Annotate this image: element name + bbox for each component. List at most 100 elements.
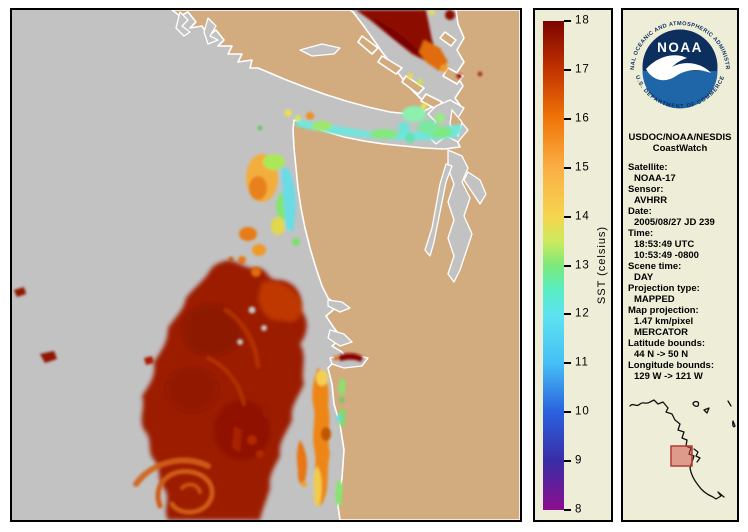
colorbar-tick	[564, 166, 571, 169]
sst-mint-patch	[402, 106, 426, 122]
sst-dark-mottle	[166, 368, 218, 412]
metadata-value: 129 W -> 121 W	[634, 371, 703, 382]
minimap-island	[703, 407, 710, 414]
sst-cyan-sliver	[281, 168, 296, 232]
land-gulf-islands	[439, 31, 457, 47]
minimap-island	[692, 400, 700, 407]
sst-speck	[456, 73, 462, 79]
sst-coastal-strip	[312, 353, 363, 507]
sst-coast-green	[335, 480, 343, 507]
sst-cyan-patch	[398, 122, 410, 134]
sst-offshore-warm-mass	[133, 260, 307, 520]
minimap-coastline	[629, 399, 725, 500]
minimap-scene-extent-box	[670, 445, 693, 467]
island-inlet	[299, 43, 341, 57]
colorbar-tick-label: 13	[575, 258, 590, 271]
metadata-label: Map projection:	[628, 305, 699, 316]
metadata-value: MERCATOR	[634, 327, 689, 338]
metadata-value: 18:53:49 UTC	[634, 239, 695, 250]
metadata-label: Time:	[628, 228, 654, 239]
colorbar-tick	[564, 215, 571, 218]
colorbar-tick	[564, 20, 571, 22]
land-masses	[171, 10, 520, 520]
sst-speck	[429, 10, 435, 15]
sst-georgia-core	[372, 16, 426, 58]
sst-speck	[301, 481, 307, 487]
metadata-label: Scene time:	[628, 261, 682, 272]
island-fjord	[203, 17, 219, 45]
puget-east-arm	[463, 171, 487, 205]
sst-strip-yellow	[316, 370, 328, 386]
sst-speck	[258, 126, 262, 130]
sst-speck	[306, 112, 314, 120]
grays-harbor	[327, 299, 351, 313]
metadata-label: Longitude bounds:	[628, 360, 715, 371]
colorbar-tick-label: 12	[575, 307, 590, 320]
colorbar-tick-label: 14	[575, 209, 590, 222]
colorbar-tick-label: 16	[575, 112, 590, 125]
colorbar-tick-label: 10	[575, 405, 590, 418]
sst-orange-blob	[252, 244, 266, 256]
colorbar-axis-label: SST (celsius)	[596, 225, 608, 305]
metadata-value: AVHRR	[634, 195, 668, 206]
colorbar-tick-label: 9	[575, 454, 583, 467]
land-gulf-islands	[442, 67, 464, 85]
metadata-value: DAY	[634, 272, 654, 283]
colorbar-panel: 18 17 16 15 14 13 12 11 10 9 8 SST (celsius)	[533, 8, 613, 522]
sst-speck	[407, 73, 413, 79]
colorbar-tick-label: 8	[575, 503, 583, 516]
sst-data-layer	[228, 10, 482, 264]
minimap-island	[732, 420, 736, 428]
cloud-hole	[261, 325, 267, 331]
colorbar-tick	[564, 68, 571, 71]
sst-speck	[247, 435, 257, 445]
sst-dark-mottle	[182, 304, 242, 356]
sst-strip-yellow	[313, 466, 322, 507]
sst-green-patch	[263, 154, 285, 170]
willapa-bay	[327, 329, 353, 347]
cloud-hole	[248, 306, 256, 314]
colorbar-tick	[564, 362, 571, 365]
sst-green-patch	[435, 113, 445, 123]
sst-orange-blob	[239, 227, 257, 241]
island-fjord	[175, 11, 191, 37]
colorbar-tick-label: 15	[575, 161, 590, 174]
scene-metadata: USDOC/NOAA/NESDIS CoastWatch Satellite: N…	[623, 132, 737, 382]
metadata-value: 1.47 km/pixel	[634, 316, 694, 327]
sst-speck	[440, 64, 448, 72]
sst-juan-de-fuca-cool-band	[296, 120, 462, 141]
colorbar-tick	[564, 313, 571, 316]
metadata-value: 44 N -> 50 N	[634, 349, 689, 360]
noaa-logo-image: NOAA NATIONAL OCEANIC AND ATMOSPHERIC AD…	[630, 21, 730, 110]
metadata-label: Sensor:	[628, 184, 664, 195]
logo-seagull	[646, 55, 711, 81]
cloud-hole	[237, 339, 243, 345]
colorbar-tick-label: 11	[575, 356, 589, 369]
sst-speck	[445, 10, 455, 20]
colorbar-tick	[564, 264, 571, 267]
metadata-value: 2005/08/27 JD 239	[634, 217, 715, 228]
colorbar-tick	[564, 460, 571, 463]
sst-columbia-river-warm	[338, 353, 363, 362]
sst-coastal-patch-warm	[249, 176, 267, 200]
sst-orange-strip	[296, 440, 308, 484]
sst-speck	[295, 115, 301, 121]
sst-speck	[421, 103, 427, 109]
metadata-label: Satellite:	[628, 162, 668, 173]
sst-speck	[417, 79, 423, 85]
sst-speck	[144, 356, 154, 365]
metadata-label: Date:	[628, 206, 652, 217]
sst-colorbar	[543, 21, 564, 510]
sst-eddy-swirl	[133, 307, 261, 515]
sst-orange-blob	[238, 256, 246, 264]
sst-green-patch	[405, 133, 415, 143]
sst-speck	[292, 238, 300, 246]
puget-sound-main	[447, 149, 473, 283]
sst-speck	[14, 287, 26, 297]
minimap-coast-detail	[693, 448, 701, 463]
sst-mint-patch	[418, 120, 438, 134]
sst-speck	[284, 109, 292, 117]
sst-speck	[228, 256, 234, 262]
colorbar-tick-label: 18	[575, 14, 590, 27]
sst-speck	[251, 267, 261, 277]
